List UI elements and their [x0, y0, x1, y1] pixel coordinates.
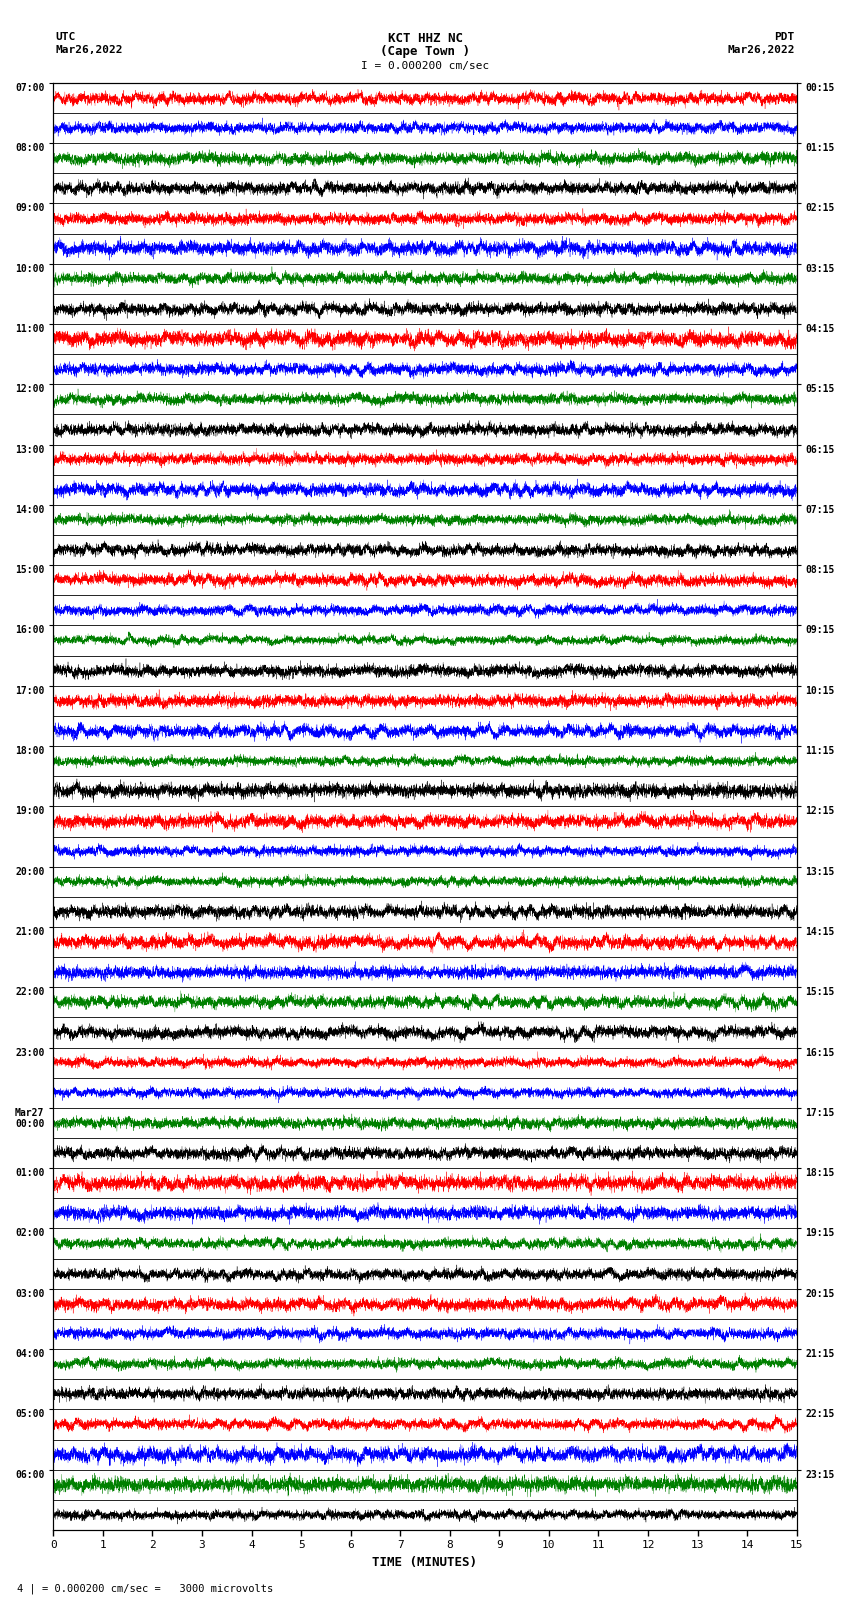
Text: 4 | = 0.000200 cm/sec =   3000 microvolts: 4 | = 0.000200 cm/sec = 3000 microvolts	[17, 1582, 273, 1594]
Text: Mar26,2022: Mar26,2022	[55, 45, 122, 55]
Text: Mar26,2022: Mar26,2022	[728, 45, 795, 55]
Text: I = 0.000200 cm/sec: I = 0.000200 cm/sec	[361, 61, 489, 71]
Text: KCT HHZ NC: KCT HHZ NC	[388, 32, 462, 45]
Text: (Cape Town ): (Cape Town )	[380, 45, 470, 58]
Text: UTC: UTC	[55, 32, 76, 42]
Text: PDT: PDT	[774, 32, 795, 42]
X-axis label: TIME (MINUTES): TIME (MINUTES)	[372, 1557, 478, 1569]
